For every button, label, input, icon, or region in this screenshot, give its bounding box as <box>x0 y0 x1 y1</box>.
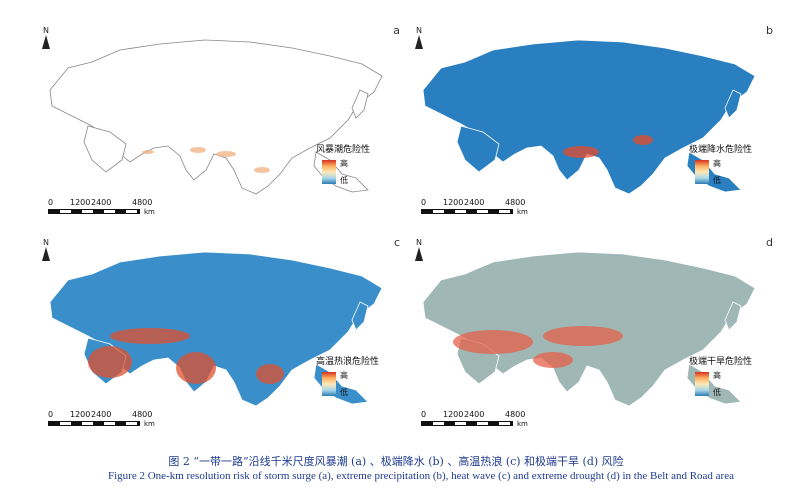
north-label: N <box>416 26 422 35</box>
scale-tick-label: 1200 <box>70 410 91 419</box>
scale-tick-label: 4800 <box>132 410 153 419</box>
scale-tick-label: 1200 <box>443 410 464 419</box>
legend-high-label: 高 <box>713 159 721 168</box>
legend: 风暴潮危险性高低 <box>316 142 370 188</box>
risk-hotspot <box>453 330 533 354</box>
legend-color-ramp <box>322 160 336 184</box>
panel-letter: a <box>393 24 400 37</box>
scale-tick-label: 1200 <box>443 198 464 207</box>
north-label: N <box>43 238 49 247</box>
scale-tick-label: 4800 <box>132 198 153 207</box>
legend-low-label: 低 <box>713 176 721 185</box>
figure-caption-cn: 图 2 “一带一路”沿线千米尺度风暴潮 (a) 、极端降水 (b) 、高温热浪 … <box>168 455 624 468</box>
legend-high-label: 高 <box>713 371 721 380</box>
scale-tick-label: 2400 <box>91 410 112 419</box>
risk-hotspot <box>533 352 573 368</box>
scale-tick-label: 0 <box>421 410 427 419</box>
risk-hotspot <box>110 328 190 344</box>
legend-color-ramp <box>695 160 709 184</box>
map-canvas <box>49 251 383 407</box>
scale-bar: 0 1200 2400 4800 km <box>421 198 551 222</box>
legend-title: 风暴潮危险性 <box>316 145 371 155</box>
risk-hotspot <box>176 352 216 384</box>
scale-tick-label: 0 <box>48 198 54 207</box>
figure-caption-en: Figure 2 One-km resolution risk of storm… <box>108 470 734 482</box>
north-arrow-icon: N <box>39 26 53 49</box>
scale-tick-label: 4800 <box>505 198 526 207</box>
risk-hotspot <box>254 167 270 173</box>
scale-tick-label: 2400 <box>464 198 485 207</box>
legend-color-ramp <box>322 372 336 396</box>
map-canvas <box>422 251 756 407</box>
scale-tick-label: 0 <box>48 410 54 419</box>
risk-hotspot <box>633 135 653 145</box>
panel-letter: d <box>766 236 773 249</box>
landmass-japan <box>351 301 369 331</box>
scale-tick-label: 2400 <box>464 410 485 419</box>
scale-unit: km <box>517 420 528 428</box>
risk-hotspot <box>216 151 236 157</box>
legend-low-label: 低 <box>340 176 348 185</box>
north-arrow-icon: N <box>39 238 53 261</box>
map-canvas <box>49 39 383 195</box>
landmass-arabia <box>83 125 127 173</box>
risk-hotspot <box>88 346 132 378</box>
landmass-japan <box>724 89 742 119</box>
legend: 极端降水危险性高低 <box>689 142 752 188</box>
legend-title: 高温热浪危险性 <box>316 357 380 367</box>
legend-title: 极端降水危险性 <box>689 145 753 155</box>
legend: 极端干旱危险性高低 <box>689 354 752 400</box>
legend-low-label: 低 <box>713 388 721 397</box>
north-arrow-icon: N <box>412 238 426 261</box>
legend-color-ramp <box>695 372 709 396</box>
landmass-japan <box>724 301 742 331</box>
risk-hotspot <box>142 150 154 154</box>
risk-hotspot <box>563 146 599 158</box>
north-arrow-icon: N <box>412 26 426 49</box>
panel-letter: c <box>393 236 400 249</box>
landmass-arabia <box>456 125 500 173</box>
scale-tick-label: 0 <box>421 198 427 207</box>
legend-high-label: 高 <box>340 159 348 168</box>
map-canvas <box>422 39 756 195</box>
risk-hotspot <box>256 364 284 384</box>
legend-high-label: 高 <box>340 371 348 380</box>
scale-unit: km <box>144 420 155 428</box>
landmass-japan <box>351 89 369 119</box>
scale-unit: km <box>517 208 528 216</box>
north-label: N <box>416 238 422 247</box>
legend: 高温热浪危险性高低 <box>316 354 379 400</box>
risk-hotspot <box>190 147 206 153</box>
scale-bar: 0 1200 2400 4800 km <box>48 198 178 222</box>
scale-bar: 0 1200 2400 4800 km <box>48 410 178 434</box>
legend-low-label: 低 <box>340 388 348 397</box>
scale-tick-label: 4800 <box>505 410 526 419</box>
north-label: N <box>43 26 49 35</box>
scale-tick-label: 2400 <box>91 198 112 207</box>
panel-letter: b <box>766 24 773 37</box>
scale-tick-label: 1200 <box>70 198 91 207</box>
scale-unit: km <box>144 208 155 216</box>
scale-bar: 0 1200 2400 4800 km <box>421 410 551 434</box>
legend-title: 极端干旱危险性 <box>689 357 753 367</box>
risk-hotspot <box>543 326 623 346</box>
